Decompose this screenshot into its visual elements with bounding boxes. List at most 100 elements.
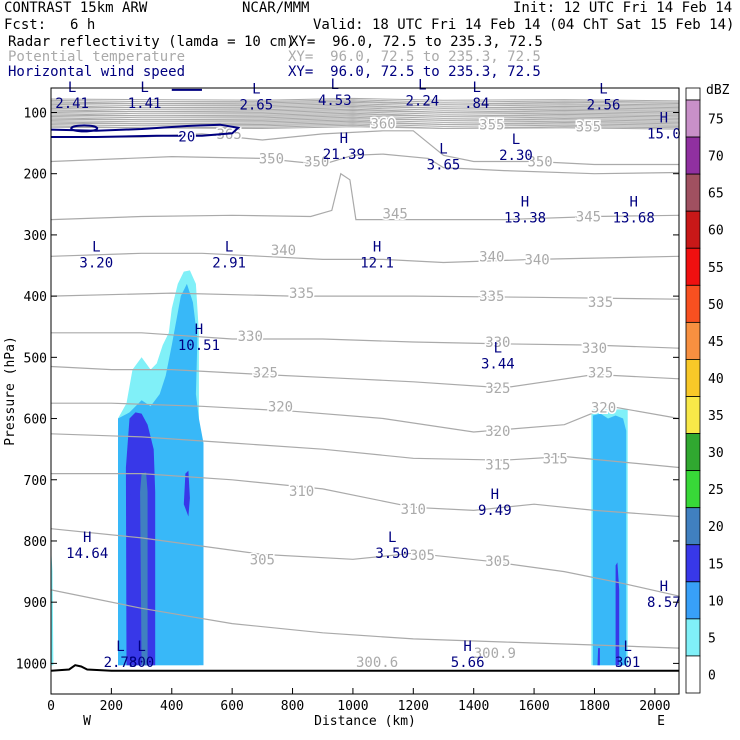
colorbar-swatch — [685, 247, 701, 286]
wind-value-label: 4.53 — [318, 93, 352, 109]
theta-contour-upper — [50, 115, 680, 119]
theta-label: 340 — [271, 243, 296, 259]
refl-20dbz-west — [140, 472, 148, 666]
theta-label: 355 — [479, 118, 504, 134]
theta-label: 350 — [527, 154, 552, 170]
theta-label: 350 — [304, 154, 329, 170]
colorbar-swatch — [685, 618, 701, 657]
x-tick-label: 1400 — [458, 699, 489, 714]
field-3-name: Horizontal wind speed — [8, 64, 186, 80]
colorbar-level-label: 30 — [708, 446, 724, 461]
x-tick-label: 200 — [100, 699, 123, 714]
wind-value-label: 301 — [615, 655, 640, 671]
x-tick-label: 1600 — [518, 699, 549, 714]
theta-label: 300.9 — [474, 646, 516, 662]
theta-label: 360 — [370, 117, 395, 133]
theta-label: 320 — [485, 424, 510, 440]
y-tick-label: 600 — [24, 413, 47, 428]
colorbar-level-label: 50 — [708, 298, 724, 313]
colorbar-level-label: 25 — [708, 483, 724, 498]
theta-label: 320 — [268, 399, 293, 415]
theta-contour-upper — [50, 101, 680, 106]
theta-label: 325 — [485, 381, 510, 397]
refl-10dbz-east — [593, 413, 627, 666]
colorbar-swatch — [685, 173, 701, 212]
theta-contour-upper — [50, 111, 680, 115]
wind-high-marker: H — [491, 487, 499, 503]
west-label: W — [83, 714, 91, 729]
theta-label: 330 — [582, 341, 607, 357]
x-axis-label: Distance (km) — [314, 714, 416, 729]
wind-high-marker: H — [660, 579, 668, 595]
colorbar-level-label: 5 — [708, 631, 716, 646]
wind-value-label: 9.49 — [478, 503, 512, 519]
theta-label: 310 — [401, 502, 426, 518]
model-title: CONTRAST 15km ARW — [4, 0, 148, 16]
wind-contour-label: 20 — [178, 129, 195, 145]
colorbar-swatch — [685, 136, 701, 175]
theta-contour — [51, 332, 680, 349]
field-1-xy: XY= 96.0, 72.5 to 235.3, 72.5 — [290, 34, 543, 50]
wind-value-label: 13.68 — [613, 211, 655, 227]
wind-value-label: 2.91 — [212, 255, 246, 271]
wind-low-marker: L — [388, 530, 396, 546]
wind-value-label: 2.41 — [55, 96, 89, 112]
theta-contour — [51, 402, 680, 433]
colorbar-swatch — [685, 210, 701, 249]
y-tick-label: 400 — [24, 290, 47, 305]
y-tick-label: 700 — [24, 474, 47, 489]
colorbar-level-label: 65 — [708, 187, 724, 202]
valid-time: Valid: 18 UTC Fri 14 Feb 14 (04 ChT Sat … — [313, 17, 735, 33]
colorbar-swatch — [685, 284, 701, 323]
wind-low-marker: L — [92, 239, 100, 255]
colorbar-level-label: 40 — [708, 372, 724, 387]
fcst-label: Fcst: — [4, 17, 47, 33]
theta-label: 325 — [588, 366, 613, 382]
colorbar-level-label: 15 — [708, 557, 724, 572]
wind-value-label: 3.44 — [481, 356, 515, 372]
theta-label: 335 — [289, 286, 314, 302]
terrain-line — [50, 664, 679, 672]
theta-label: 350 — [259, 151, 284, 167]
x-tick-label: 800 — [281, 699, 304, 714]
theta-contour-upper — [50, 122, 680, 126]
wind-value-label: 2.65 — [239, 97, 273, 113]
wind-high-marker: H — [463, 639, 471, 655]
theta-label: 335 — [588, 295, 613, 311]
wind-high-marker: H — [195, 322, 203, 338]
theta-contour — [50, 153, 680, 175]
x-tick-label: 1200 — [398, 699, 429, 714]
wind-value-label: 2.30 — [499, 148, 533, 164]
colorbar-level-label: 70 — [708, 150, 724, 165]
theta-label: 345 — [383, 206, 408, 222]
refl-15dbz-west-b — [183, 470, 190, 517]
theta-contour-upper — [50, 114, 680, 118]
theta-contour-upper — [50, 126, 680, 130]
refl-15dbz-west-streak — [128, 492, 133, 554]
colorbar-level-label: 0 — [708, 668, 716, 683]
wind-value-label: 8.57 — [647, 595, 681, 611]
wind-low-marker: L — [599, 81, 607, 97]
colorbar-swatch — [685, 507, 701, 546]
theta-contour-upper — [50, 118, 680, 122]
colorbar-swatch — [685, 396, 701, 434]
wind-value-label: 10.51 — [178, 338, 220, 354]
theta-contour-upper — [50, 97, 680, 102]
y-tick-label: 500 — [24, 351, 47, 366]
east-label: E — [657, 714, 665, 729]
theta-contour-upper — [50, 107, 680, 111]
wind-low-marker: L — [418, 78, 426, 94]
refl-5dbz-edge — [51, 547, 54, 666]
theta-contour — [50, 528, 680, 597]
theta-label: 340 — [524, 252, 549, 268]
wind-value-label: 14.64 — [66, 546, 108, 562]
theta-label: 330 — [238, 329, 263, 345]
colorbar-level-label: 10 — [708, 594, 724, 609]
y-tick-label: 900 — [24, 596, 47, 611]
y-tick-label: 200 — [24, 168, 47, 183]
wind-value-label: .84 — [464, 96, 489, 112]
wind-high-marker: H — [629, 195, 637, 211]
colorbar-unit: dBZ — [706, 83, 730, 98]
x-tick-label: 1000 — [337, 699, 368, 714]
